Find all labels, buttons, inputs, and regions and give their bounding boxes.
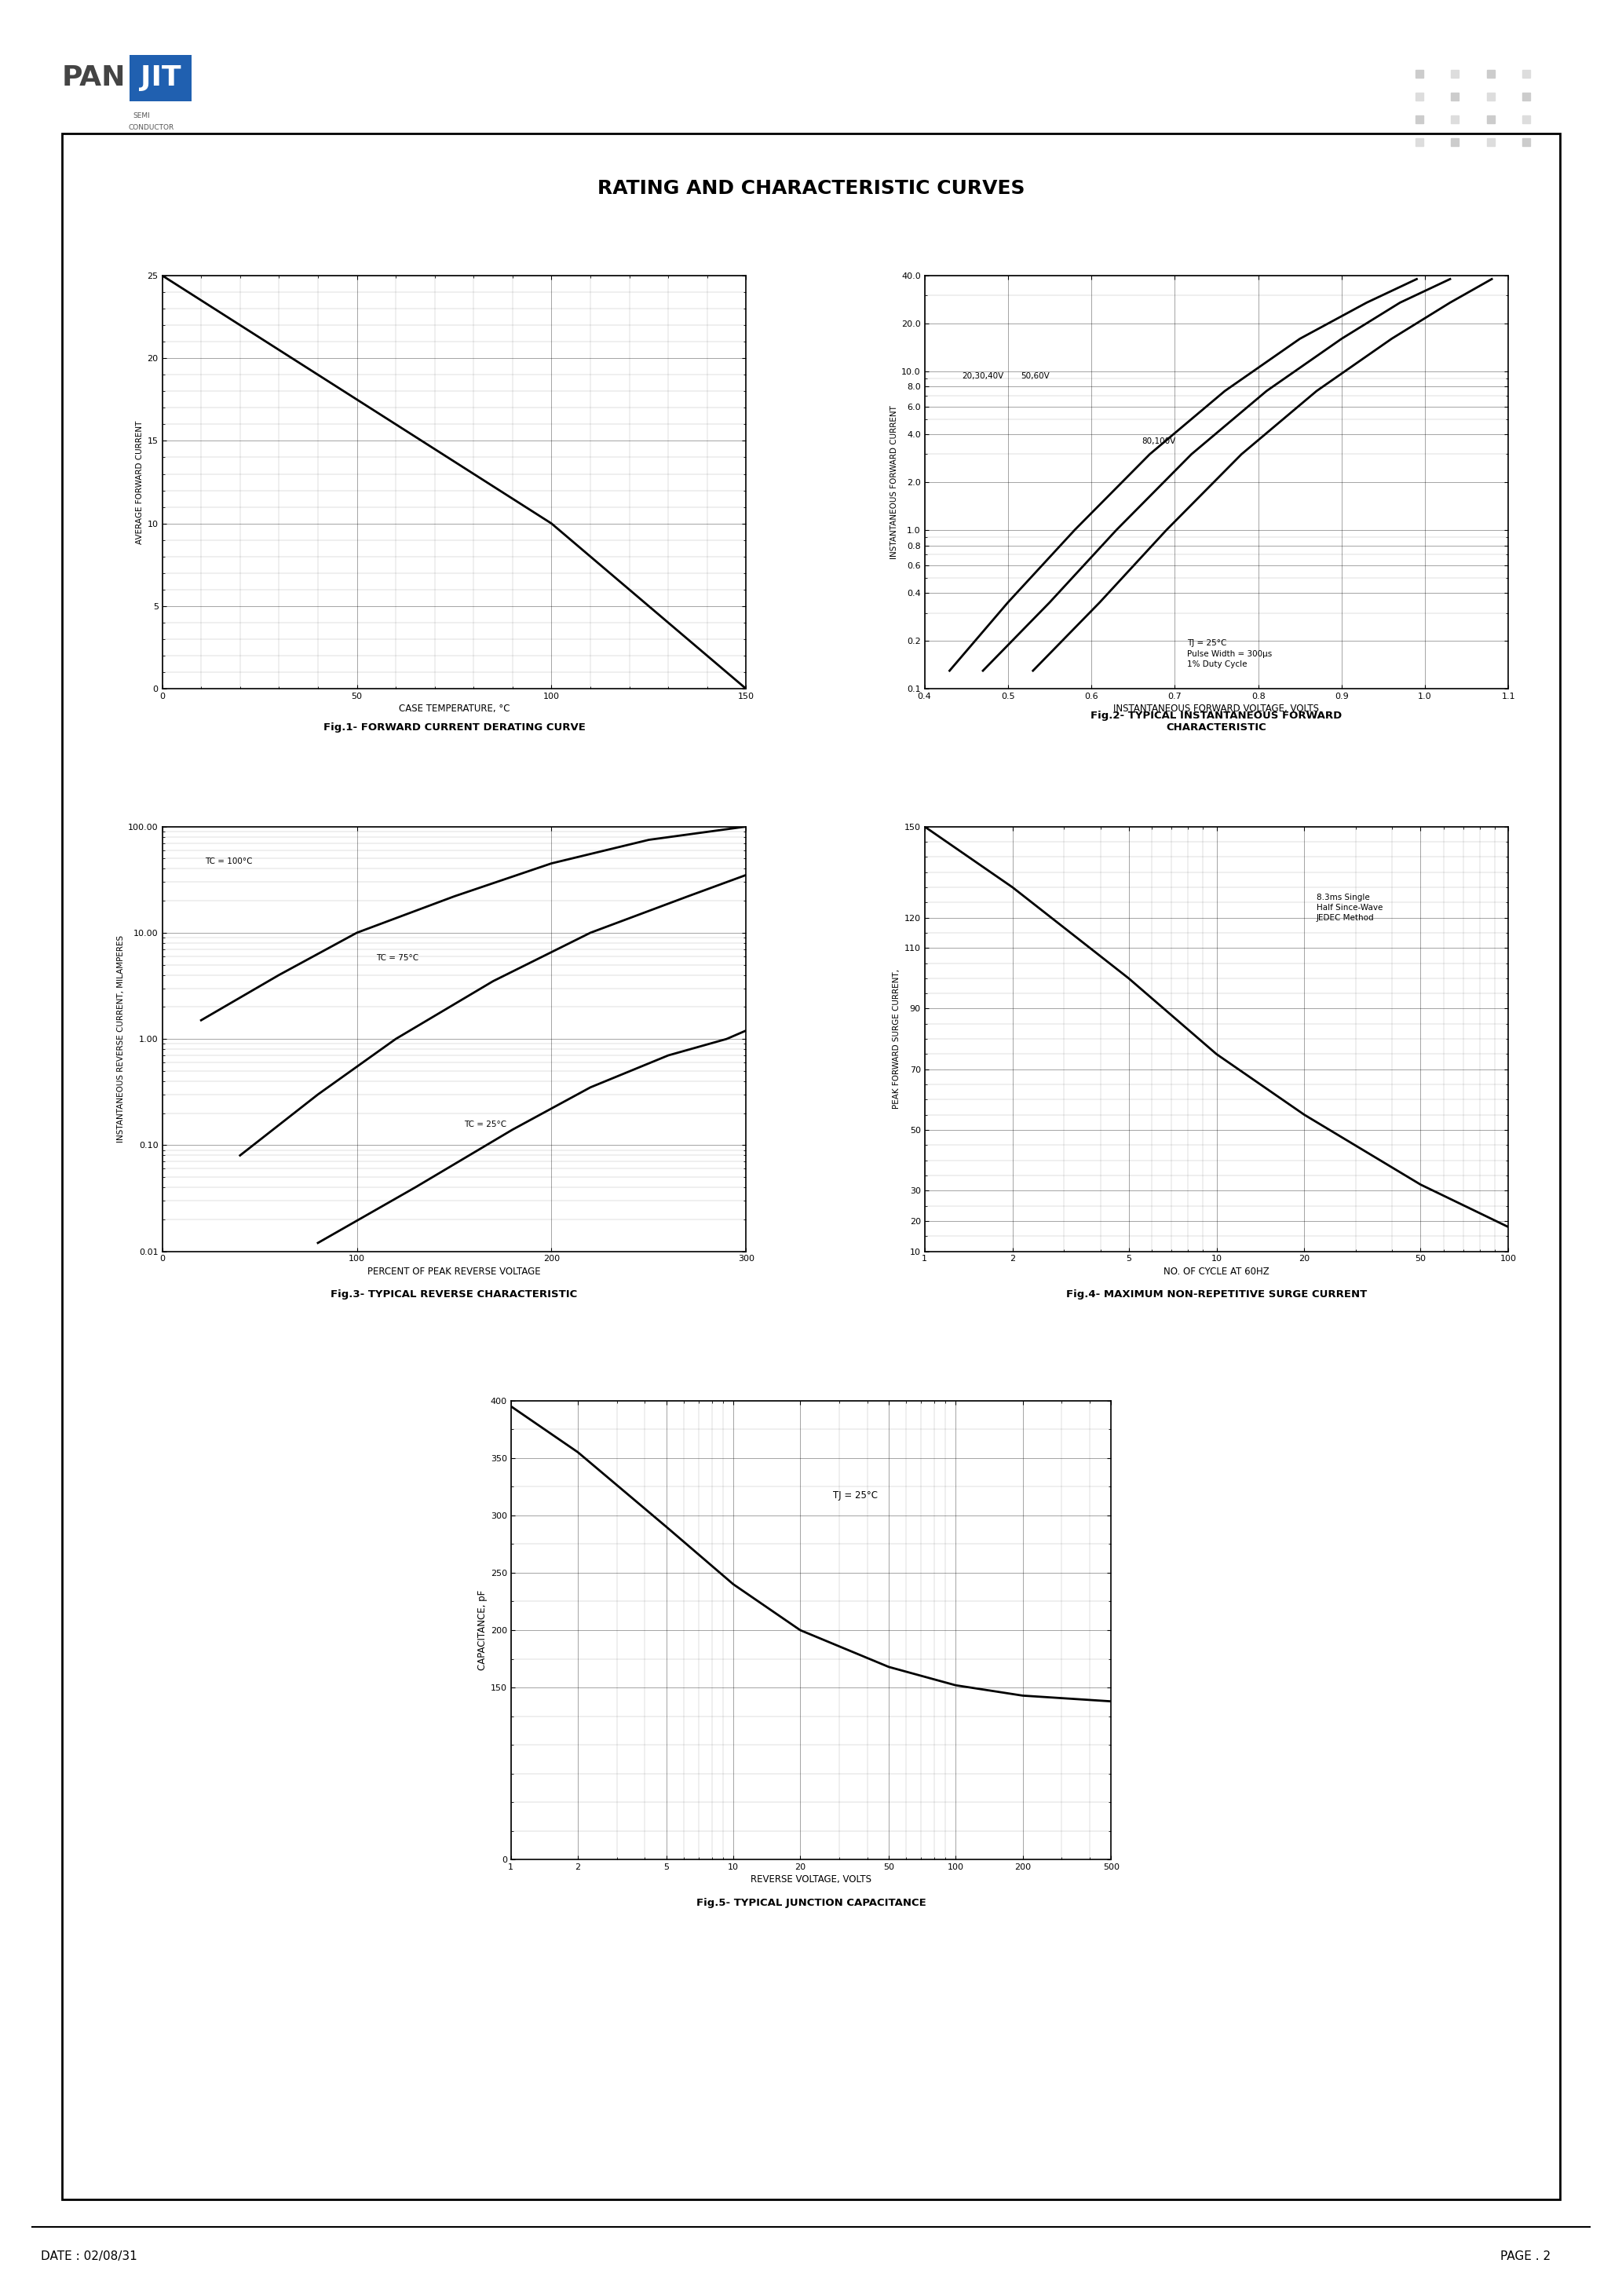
Text: TJ = 25°C
Pulse Width = 300μs
1% Duty Cycle: TJ = 25°C Pulse Width = 300μs 1% Duty Cy… [1187,641,1272,668]
Y-axis label: AVERAGE FORWARD CURRENT: AVERAGE FORWARD CURRENT [136,420,144,544]
Text: TC = 25°C: TC = 25°C [464,1120,506,1127]
Text: TJ = 25°C: TJ = 25°C [832,1490,878,1502]
Y-axis label: INSTANTANEOUS FORWARD CURRENT: INSTANTANEOUS FORWARD CURRENT [890,406,899,558]
Text: Fig.1- FORWARD CURRENT DERATING CURVE: Fig.1- FORWARD CURRENT DERATING CURVE [323,723,586,732]
Text: Fig.2- TYPICAL INSTANTANEOUS FORWARD
CHARACTERISTIC: Fig.2- TYPICAL INSTANTANEOUS FORWARD CHA… [1090,709,1343,732]
Text: DATE : 02/08/31: DATE : 02/08/31 [41,2250,136,2262]
X-axis label: REVERSE VOLTAGE, VOLTS: REVERSE VOLTAGE, VOLTS [751,1876,871,1885]
X-axis label: NO. OF CYCLE AT 60HZ: NO. OF CYCLE AT 60HZ [1163,1267,1270,1277]
X-axis label: CASE TEMPERATURE, °C: CASE TEMPERATURE, °C [399,705,509,714]
Y-axis label: INSTANTANEOUS REVERSE CURRENT, MILAMPERES: INSTANTANEOUS REVERSE CURRENT, MILAMPERE… [117,934,125,1143]
Y-axis label: PEAK FORWARD SURGE CURRENT,: PEAK FORWARD SURGE CURRENT, [894,969,900,1109]
Text: PAGE . 2: PAGE . 2 [1500,2250,1551,2262]
Text: PAN: PAN [62,64,125,92]
Text: Fig.5- TYPICAL JUNCTION CAPACITANCE: Fig.5- TYPICAL JUNCTION CAPACITANCE [696,1899,926,1908]
Text: CONDUCTOR: CONDUCTOR [128,124,174,131]
Text: TC = 75°C: TC = 75°C [376,955,418,962]
X-axis label: INSTANTANEOUS FORWARD VOLTAGE, VOLTS: INSTANTANEOUS FORWARD VOLTAGE, VOLTS [1114,705,1319,714]
Text: JIT: JIT [141,64,180,92]
Y-axis label: CAPACITANCE, pF: CAPACITANCE, pF [477,1591,487,1669]
FancyBboxPatch shape [130,55,191,101]
Text: 8.3ms Single
Half Since-Wave
JEDEC Method: 8.3ms Single Half Since-Wave JEDEC Metho… [1317,893,1382,923]
Text: SEMI: SEMI [133,113,151,119]
FancyBboxPatch shape [62,133,1560,2200]
Text: 50,60V: 50,60V [1020,372,1049,379]
Text: Fig.4- MAXIMUM NON-REPETITIVE SURGE CURRENT: Fig.4- MAXIMUM NON-REPETITIVE SURGE CURR… [1066,1290,1367,1300]
Text: TC = 100°C: TC = 100°C [204,856,253,866]
Text: RATING AND CHARACTERISTIC CURVES: RATING AND CHARACTERISTIC CURVES [597,179,1025,197]
Text: 80,100V: 80,100V [1142,436,1176,445]
Text: 20,30,40V: 20,30,40V [962,372,1004,379]
Text: Fig.3- TYPICAL REVERSE CHARACTERISTIC: Fig.3- TYPICAL REVERSE CHARACTERISTIC [331,1290,577,1300]
X-axis label: PERCENT OF PEAK REVERSE VOLTAGE: PERCENT OF PEAK REVERSE VOLTAGE [368,1267,540,1277]
